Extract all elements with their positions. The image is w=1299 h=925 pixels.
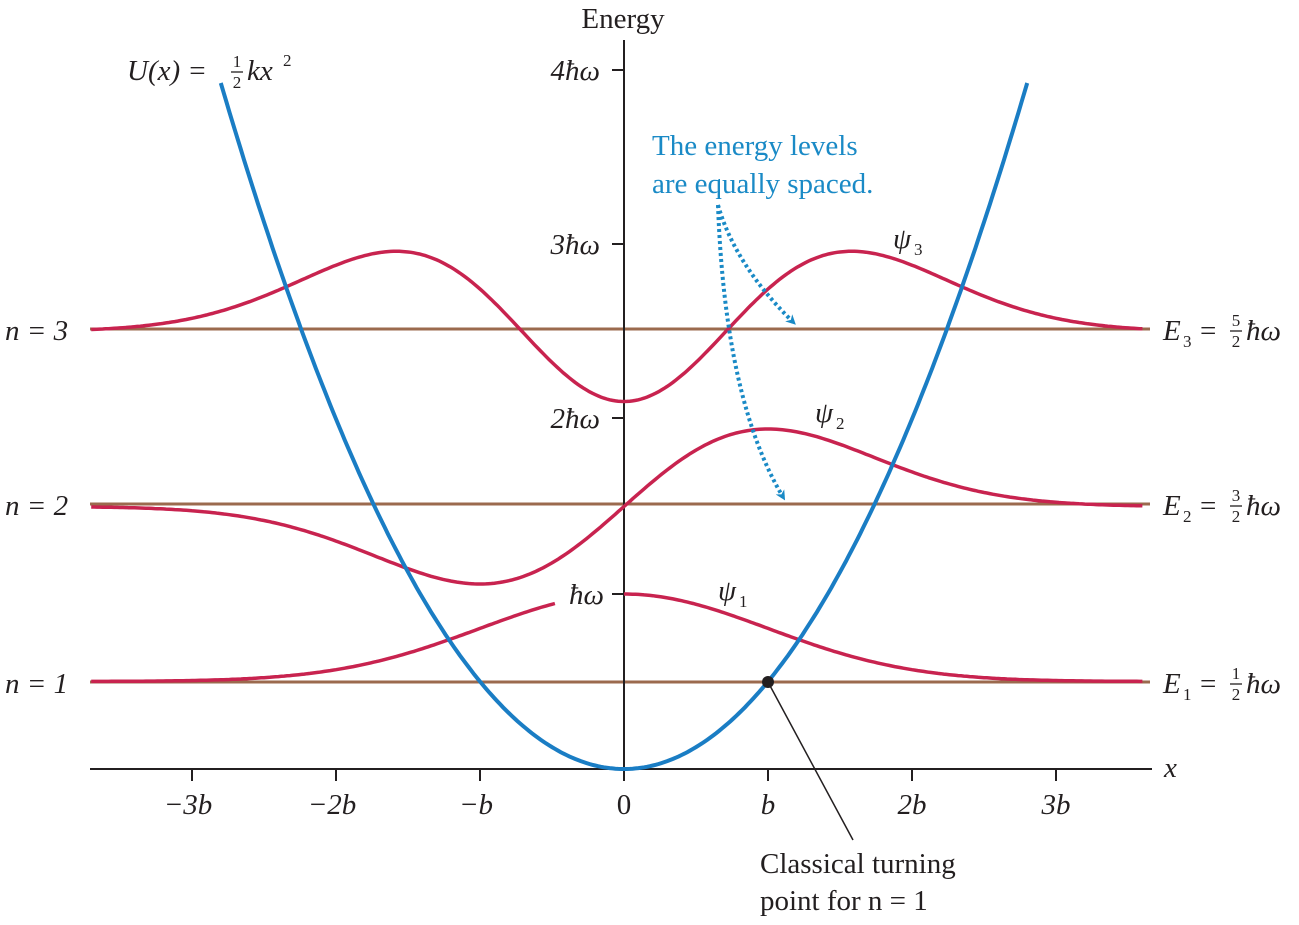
potential-label-frac-den: 2: [233, 73, 242, 92]
energy-label-e3: E 3 = 5 2 ħω: [1162, 311, 1281, 351]
turning-point-dot: [762, 676, 774, 688]
energy-label-e2: E 2 = 3 2 ħω: [1162, 486, 1281, 526]
energy-label-e1-num: 1: [1232, 664, 1241, 683]
energy-label-e1: E 1 = 1 2 ħω: [1162, 664, 1281, 704]
potential-label-frac-num: 1: [233, 52, 242, 71]
psi-label-1: ψ 1: [718, 575, 748, 611]
x-tick-label-neg2b: −2b: [308, 789, 357, 821]
level-label-n1: n = 1: [5, 668, 68, 700]
turning-point-caption-line-1: Classical turning: [760, 848, 956, 880]
energy-label-e2-den: 2: [1232, 507, 1241, 526]
psi-label-3: ψ 3: [893, 223, 923, 259]
x-tick-label-2b: 2b: [898, 789, 927, 821]
energy-label-e3-den: 2: [1232, 332, 1241, 351]
y-tick-label-1: ħω: [569, 579, 604, 611]
potential-label: U(x) = 1 2 kx 2: [127, 51, 292, 92]
y-axis-title: Energy: [581, 3, 665, 35]
wavefunction-psi2: [91, 427, 1143, 586]
potential-label-tail: kx: [247, 55, 273, 87]
wavefunction-psi1-right: [624, 592, 1143, 684]
energy-label-e1-den: 2: [1232, 685, 1241, 704]
energy-label-e1-unit: ħω: [1246, 668, 1281, 700]
energy-label-e2-num: 3: [1232, 486, 1241, 505]
energy-label-e2-equals: =: [1200, 490, 1216, 522]
wavefunction-psi1-left: [91, 601, 556, 684]
psi-label-1-subscript: 1: [739, 592, 748, 611]
energy-label-e3-symbol: E: [1162, 315, 1181, 347]
x-tick-label-b: b: [761, 789, 776, 821]
x-tick-label-negb: −b: [459, 789, 493, 821]
energy-label-e2-subscript: 2: [1183, 507, 1192, 526]
y-tick-label-2: 2ħω: [551, 403, 600, 435]
wavefunction-psi3: [91, 249, 1143, 404]
energy-label-e3-num: 5: [1232, 311, 1241, 330]
energy-label-e3-subscript: 3: [1183, 332, 1192, 351]
energy-label-e3-equals: =: [1200, 315, 1216, 347]
annotation-line-2: are equally spaced.: [652, 168, 873, 200]
annotation-arrow-to-e2: [716, 204, 786, 501]
energy-label-e2-symbol: E: [1162, 490, 1181, 522]
turning-point-leader: [767, 681, 854, 841]
x-tick-label-neg3b: −3b: [164, 789, 213, 821]
energy-label-e1-subscript: 1: [1183, 685, 1192, 704]
potential-label-main: U(x) =: [127, 55, 207, 87]
x-ticks: [191, 769, 1057, 781]
potential-curve: [218, 82, 1030, 771]
psi-label-2-symbol: ψ: [815, 397, 834, 429]
level-label-n2: n = 2: [5, 490, 68, 522]
x-tick-label-3b: 3b: [1041, 789, 1071, 821]
annotation-arrow-to-e3: [716, 204, 796, 325]
energy-label-e2-unit: ħω: [1246, 490, 1281, 522]
x-axis-title: x: [1163, 752, 1177, 784]
psi-label-3-subscript: 3: [914, 240, 923, 259]
potential-label-exp: 2: [283, 51, 292, 70]
annotation-line-1: The energy levels: [652, 130, 858, 162]
x-tick-label-0: 0: [617, 789, 632, 821]
energy-label-e3-unit: ħω: [1246, 315, 1281, 347]
psi-label-2-subscript: 2: [836, 414, 845, 433]
psi-label-2: ψ 2: [815, 397, 845, 433]
turning-point-caption-line-2: point for n = 1: [760, 885, 928, 917]
energy-label-e1-symbol: E: [1162, 668, 1181, 700]
y-tick-label-3: 3ħω: [550, 229, 600, 261]
y-tick-label-4: 4ħω: [551, 55, 600, 87]
psi-label-1-symbol: ψ: [718, 575, 737, 607]
psi-label-3-symbol: ψ: [893, 223, 912, 255]
energy-label-e1-equals: =: [1200, 668, 1216, 700]
level-label-n3: n = 3: [5, 315, 68, 347]
